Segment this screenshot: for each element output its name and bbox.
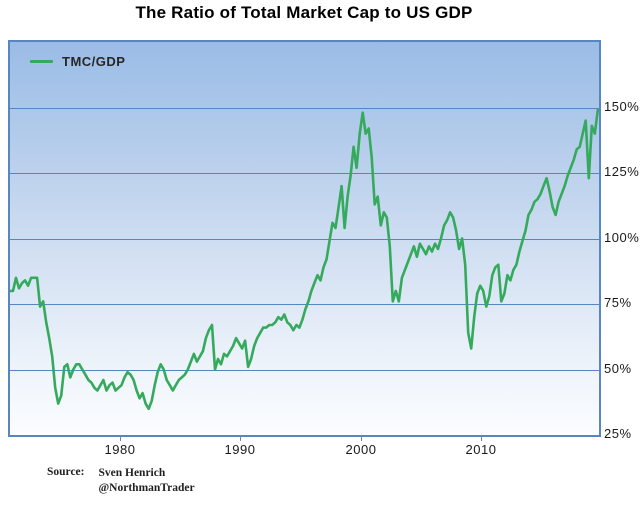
x-axis-label-2000: 2000 xyxy=(345,442,377,457)
tmc-gdp-series-line xyxy=(10,108,599,411)
y-axis-label-100: 100% xyxy=(604,229,640,245)
source-attribution: Source: Sven Henrich @NorthmanTrader xyxy=(47,466,195,496)
y-axis-label-75: 75% xyxy=(604,295,632,310)
y-axis-label-125: 125% xyxy=(604,164,640,179)
tmc-gdp-line-chart xyxy=(10,108,599,411)
horizontal-gridlines xyxy=(10,108,599,371)
chart-plot-area: TMC/GDP xyxy=(8,40,601,437)
source-name: Sven Henrich @NorthmanTrader xyxy=(98,466,194,496)
chart-legend: TMC/GDP xyxy=(30,54,125,69)
x-tick-mark-2000 xyxy=(361,435,362,441)
source-name-line2: @NorthmanTrader xyxy=(98,482,195,494)
x-axis-label-1980: 1980 xyxy=(104,442,136,457)
source-label: Source: xyxy=(47,466,85,478)
legend-label: TMC/GDP xyxy=(62,54,126,69)
x-axis-label-1990: 1990 xyxy=(224,442,256,457)
y-axis-label-150: 150% xyxy=(604,98,640,114)
tmc-gdp-line-swatch xyxy=(30,60,53,63)
page-title: The Ratio of Total Market Cap to US GDP xyxy=(135,3,473,22)
source-name-line1: Sven Henrich xyxy=(98,467,166,479)
y-axis-label-50: 50% xyxy=(604,360,632,376)
x-tick-mark-2010 xyxy=(481,435,482,441)
y-axis-label-25: 25% xyxy=(604,426,632,441)
x-tick-mark-1980 xyxy=(120,435,121,441)
x-axis-label-2010: 2010 xyxy=(465,442,497,457)
x-tick-mark-1990 xyxy=(240,435,241,441)
